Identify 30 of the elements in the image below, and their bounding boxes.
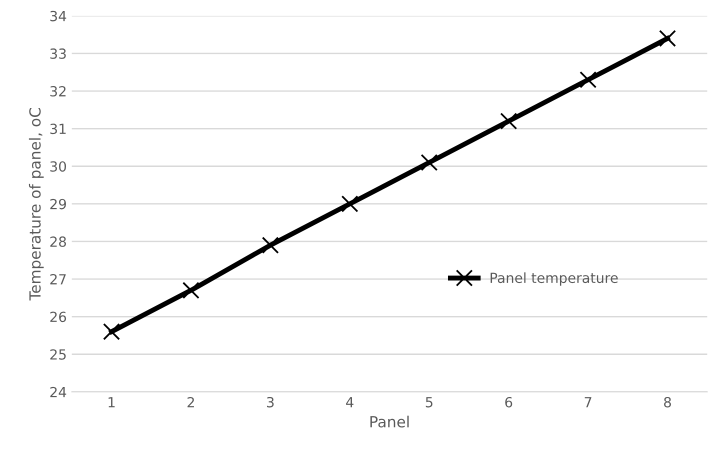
y-tick-label: 32 <box>50 86 66 97</box>
y-tick-label: 28 <box>50 236 66 247</box>
y-tick-label: 29 <box>50 198 66 210</box>
y-tick-label: 34 <box>50 10 66 22</box>
x-tick-label: 7 <box>584 397 592 408</box>
x-tick-label: 3 <box>267 396 274 408</box>
point <box>420 154 438 172</box>
point <box>341 195 358 212</box>
legend-label: Panel temperature <box>490 272 618 286</box>
point <box>262 236 279 254</box>
y-tick-label: 24 <box>50 386 66 398</box>
x-axis-title: Panel <box>370 416 409 428</box>
y-axis-title: Temperature of panel, oC <box>28 108 44 301</box>
x-tick-label: 1 <box>108 397 115 408</box>
x-tick-label: 6 <box>505 396 512 408</box>
x-tick-label: 2 <box>188 396 194 408</box>
y-tick-label: 27 <box>50 274 66 284</box>
y-tick-label: 33 <box>50 48 66 59</box>
y-tick-label: 31 <box>50 124 66 134</box>
x-tick-label: 4 <box>346 397 354 408</box>
x-tick-label: 8 <box>664 396 671 408</box>
point <box>658 30 676 47</box>
x-tick-label: 5 <box>426 397 432 408</box>
point <box>182 282 200 299</box>
y-tick-label: 30 <box>50 161 66 172</box>
point <box>102 323 120 340</box>
point <box>500 112 518 130</box>
y-tick-label: 25 <box>50 349 66 360</box>
y-tick-label: 26 <box>50 312 66 322</box>
point <box>580 71 597 88</box>
